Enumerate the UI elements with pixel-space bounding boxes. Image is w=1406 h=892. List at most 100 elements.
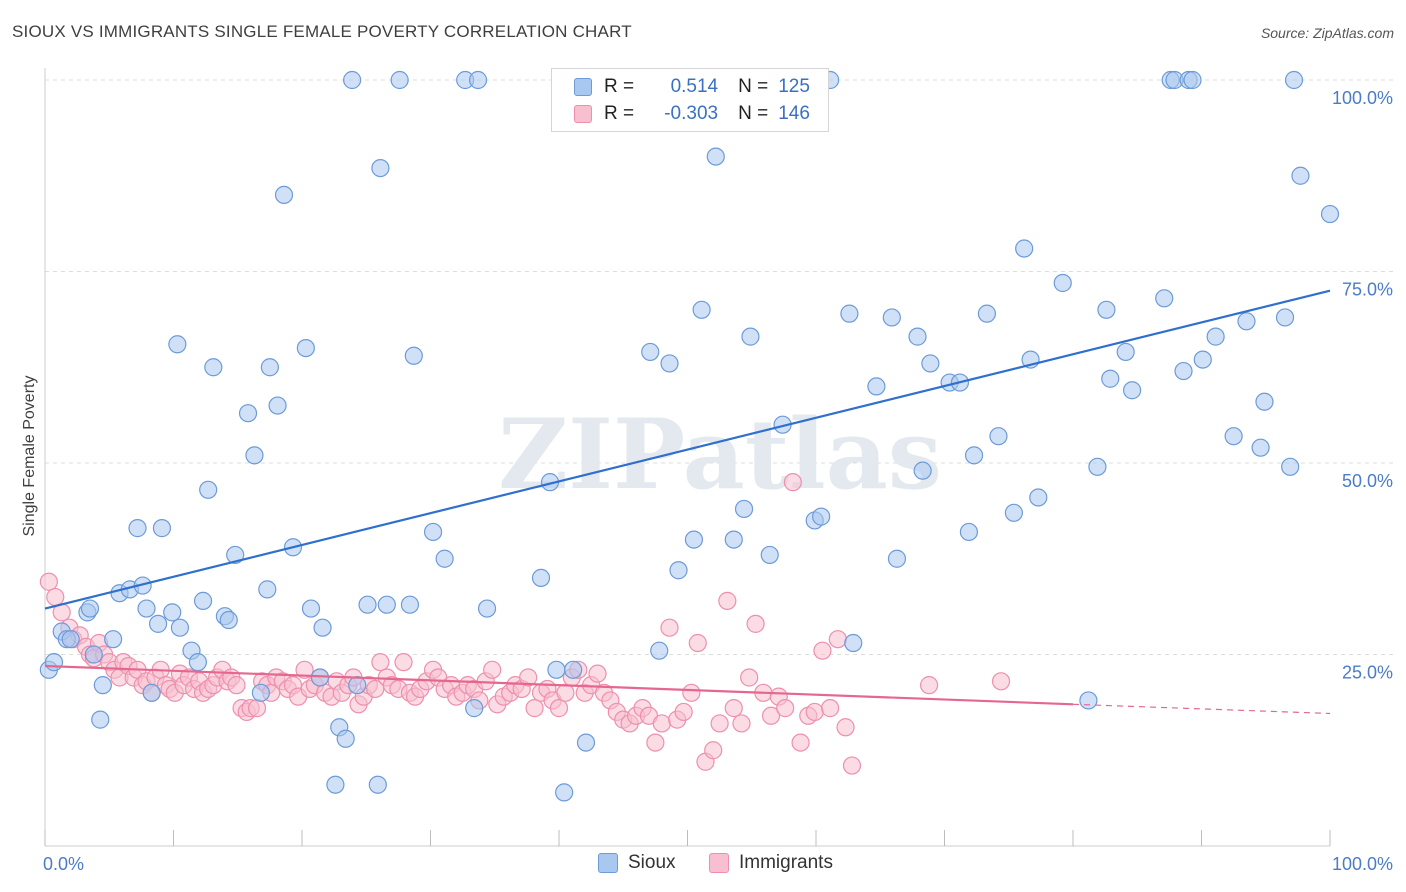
immigrants-point <box>740 668 759 687</box>
sioux-point <box>669 561 688 580</box>
sioux-point <box>226 545 245 565</box>
sioux-point <box>204 358 223 377</box>
sioux-point <box>1224 427 1243 446</box>
sioux-point <box>1004 503 1023 522</box>
immigrants-point <box>556 683 575 702</box>
sioux-point <box>1029 488 1048 507</box>
sioux-point <box>531 568 551 588</box>
y-tick-label: 50.0% <box>1342 471 1393 491</box>
immigrants-point <box>842 756 862 775</box>
sioux-point <box>44 653 64 672</box>
sioux-point <box>1320 204 1340 224</box>
sioux-point <box>168 335 187 354</box>
sioux-point <box>547 660 566 679</box>
series-swatch-immigrants <box>709 853 729 873</box>
sioux-point <box>368 775 387 794</box>
sioux-point <box>564 660 583 679</box>
sioux-point <box>260 358 279 377</box>
legend-swatch-sioux <box>574 78 592 96</box>
sioux-point <box>1183 70 1202 90</box>
y-tick-label: 25.0% <box>1342 663 1393 683</box>
sioux-point <box>1174 361 1193 381</box>
sioux-point <box>1275 308 1295 327</box>
sioux-point <box>576 733 596 752</box>
sioux-point <box>724 530 743 549</box>
sioux-point <box>404 346 423 365</box>
legend-n-value: 125 <box>778 76 810 97</box>
sioux-point <box>1284 70 1304 90</box>
sioux-point <box>238 404 258 423</box>
immigrants-point <box>39 572 58 591</box>
sioux-point <box>1193 350 1212 369</box>
watermark: ZIPatlas <box>498 398 942 511</box>
sioux-point <box>867 377 886 396</box>
immigrants-point <box>791 733 810 752</box>
immigrants-point <box>783 473 802 492</box>
sioux-point <box>358 595 377 614</box>
sioux-point <box>326 775 345 794</box>
sioux-point <box>1053 273 1072 293</box>
sioux-point <box>343 70 362 90</box>
sioux-point <box>199 480 218 499</box>
sioux-point <box>959 522 979 542</box>
sioux-point <box>61 630 80 649</box>
legend-r-label: R = <box>604 76 635 97</box>
sioux-point <box>684 530 704 549</box>
series-legend-immigrants[interactable]: Immigrants <box>709 852 833 874</box>
sioux-point <box>377 595 396 614</box>
sioux-point <box>1155 289 1174 308</box>
immigrants-point <box>646 733 665 752</box>
sioux-point <box>1015 239 1034 258</box>
sioux-point <box>921 354 940 373</box>
immigrants-point <box>660 618 679 637</box>
sioux-point <box>812 507 831 526</box>
sioux-point <box>80 599 100 618</box>
immigrants-point <box>46 587 65 607</box>
series-swatch-sioux <box>598 853 618 873</box>
trend-lines <box>44 289 1331 715</box>
sioux-point <box>1116 342 1135 362</box>
sioux-point <box>1097 300 1116 319</box>
sioux-point <box>188 653 208 672</box>
immigrants-point <box>836 718 855 737</box>
sioux-point <box>1079 691 1098 710</box>
sioux-point <box>148 614 168 633</box>
sioux-point <box>152 519 172 538</box>
sioux-point <box>1251 438 1270 457</box>
immigrants-point <box>483 660 502 679</box>
series-legend-sioux[interactable]: Sioux <box>598 852 676 874</box>
sioux-point <box>128 519 147 538</box>
legend-row-sioux: R = 0.514 N = 125 <box>574 75 810 99</box>
sioux-point <box>1237 312 1256 331</box>
immigrants-point <box>746 614 765 633</box>
sioux-point <box>989 427 1008 446</box>
immigrants-point <box>821 699 840 718</box>
grid-layer <box>45 79 1395 655</box>
immigrants-point <box>549 699 569 718</box>
sioux-point <box>301 599 321 618</box>
axis-layer <box>44 68 1331 847</box>
sioux-point <box>219 610 238 630</box>
sioux-point <box>268 396 287 415</box>
sioux-point <box>840 304 859 323</box>
sioux-point <box>964 446 984 465</box>
sioux-point <box>258 580 277 599</box>
sioux-point <box>163 603 182 622</box>
sioux-point <box>371 158 390 178</box>
immigrants-trend-line <box>44 664 1074 706</box>
sioux-point <box>251 683 270 702</box>
sioux-point <box>296 339 315 358</box>
immigrants-point <box>919 676 939 695</box>
series-label-sioux: Sioux <box>628 852 676 873</box>
sioux-point <box>313 618 332 637</box>
sioux-point <box>84 645 103 664</box>
immigrants-point <box>682 683 701 702</box>
sioux-point <box>1255 392 1274 411</box>
y-tick-label: 75.0% <box>1342 280 1393 300</box>
immigrants-point <box>295 660 314 679</box>
sioux-point <box>555 783 574 802</box>
sioux-point <box>660 354 679 373</box>
immigrants-point <box>776 699 795 718</box>
immigrants-point <box>371 653 390 672</box>
